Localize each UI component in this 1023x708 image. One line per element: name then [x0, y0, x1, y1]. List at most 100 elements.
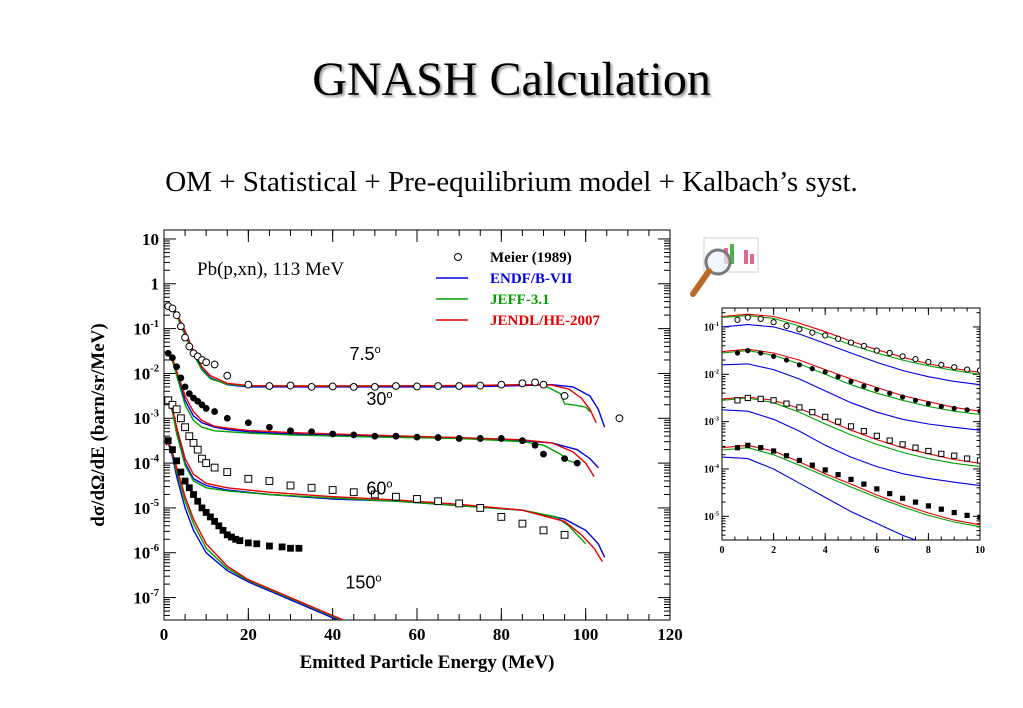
- data-point: [265, 477, 274, 485]
- data-point: [328, 486, 337, 494]
- data-point: [951, 509, 957, 516]
- data-point: [164, 349, 172, 357]
- data-point: [964, 512, 970, 518]
- data-point: [925, 447, 932, 455]
- data-point: [202, 509, 210, 516]
- x-tick-label: 2: [771, 545, 776, 556]
- data-point: [370, 382, 379, 391]
- data-point: [899, 353, 906, 360]
- data-point: [757, 315, 764, 322]
- data-point: [210, 463, 219, 472]
- slide-subtitle: OM + Statistical + Pre-equilibrium model…: [165, 166, 858, 198]
- x-tick-label: 4: [823, 545, 828, 556]
- data-point: [308, 428, 315, 436]
- data-point: [783, 322, 790, 330]
- plot-frame: [163, 229, 671, 621]
- data-point: [847, 339, 855, 346]
- y-axis-label: dσ/dΩ/dE (barn/sr/MeV): [88, 323, 109, 526]
- data-point: [434, 382, 442, 390]
- data-point: [745, 442, 751, 448]
- jendl-curve: [165, 438, 346, 620]
- data-point: [809, 329, 816, 336]
- data-point: [519, 437, 526, 445]
- endf-curve: [722, 363, 980, 431]
- data-point: [561, 455, 568, 463]
- y-tick-label: 10-3: [704, 416, 719, 429]
- y-tick-label: 10-4: [704, 463, 719, 476]
- data-point: [173, 363, 181, 371]
- data-point: [822, 332, 829, 339]
- data-point: [951, 364, 958, 371]
- data-point: [771, 448, 777, 454]
- data-point: [938, 450, 945, 457]
- data-point: [925, 401, 931, 407]
- jendl-curve: [165, 396, 604, 563]
- data-point: [809, 409, 816, 416]
- data-point: [244, 539, 252, 547]
- data-point: [976, 367, 980, 374]
- data-point: [887, 390, 893, 396]
- data-point: [977, 408, 980, 414]
- data-point: [539, 380, 548, 389]
- data-point: [169, 354, 176, 362]
- data-point: [244, 419, 252, 427]
- data-point: [951, 452, 958, 459]
- data-point: [938, 506, 944, 512]
- data-point: [886, 437, 893, 444]
- data-point: [266, 423, 273, 431]
- x-tick-label: 10: [975, 545, 985, 556]
- data-point: [413, 433, 421, 441]
- data-point: [168, 400, 177, 409]
- legend-label: Meier (1989): [490, 250, 572, 266]
- data-point: [286, 381, 295, 390]
- data-point: [223, 414, 231, 422]
- data-point: [476, 381, 485, 390]
- data-point: [278, 543, 286, 551]
- data-point: [925, 358, 932, 366]
- data-point: [796, 362, 802, 368]
- data-point: [185, 484, 193, 492]
- zoom-icon-lens: [704, 248, 732, 276]
- data-point: [392, 382, 400, 390]
- y-tick-label: 10: [142, 230, 159, 249]
- data-point: [848, 378, 854, 384]
- x-tick-label: 0: [720, 545, 725, 556]
- data-point: [796, 404, 803, 411]
- jeff-curve: [165, 352, 578, 464]
- plot-area: [164, 302, 624, 620]
- endf-curve: [165, 441, 340, 620]
- data-point: [977, 514, 980, 520]
- data-point: [350, 431, 358, 439]
- x-tick-label: 20: [240, 625, 257, 644]
- y-tick-label: 10-4: [133, 453, 160, 473]
- data-point: [434, 497, 442, 506]
- legend-label: JENDL/HE-2007: [490, 313, 601, 329]
- data-point: [202, 405, 210, 412]
- data-point: [455, 499, 464, 508]
- data-point: [244, 474, 253, 483]
- data-point: [476, 435, 484, 442]
- data-point: [770, 397, 777, 404]
- y-tick-label: 10-3: [133, 409, 159, 429]
- data-point: [809, 462, 815, 468]
- data-point: [189, 439, 198, 447]
- legend-label: JEFF-3.1: [490, 292, 550, 308]
- data-point: [976, 457, 980, 464]
- data-point: [371, 432, 379, 440]
- x-tick-label: 100: [573, 625, 599, 644]
- data-point: [455, 435, 463, 442]
- data-point: [912, 444, 919, 451]
- data-point: [392, 432, 400, 440]
- zoom-icon-bar: [730, 244, 734, 264]
- data-point: [206, 513, 214, 521]
- angle-label: 7.5o: [350, 344, 381, 364]
- data-point: [181, 477, 189, 485]
- data-point: [181, 383, 189, 391]
- data-point: [392, 492, 400, 501]
- magnifier-chart-icon[interactable]: [688, 236, 762, 302]
- data-point: [540, 450, 547, 458]
- data-point: [783, 400, 790, 407]
- x-tick-label: 6: [874, 545, 879, 556]
- angle-label: 150o: [345, 573, 381, 593]
- data-point: [370, 490, 379, 499]
